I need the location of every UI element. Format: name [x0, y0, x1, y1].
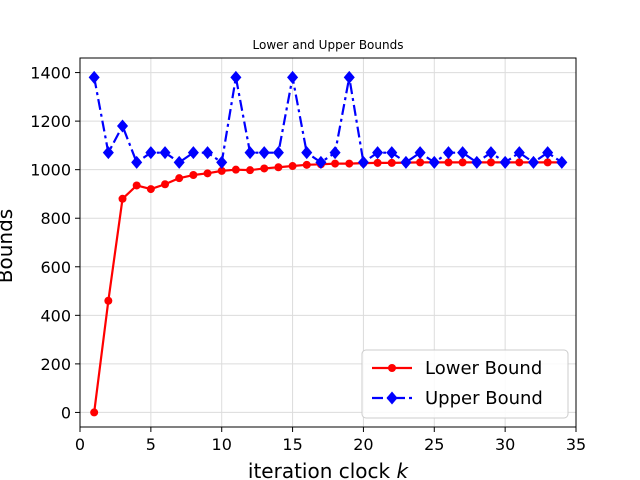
legend-label-upper-bound: Upper Bound: [425, 388, 543, 409]
legend-item-upper-bound: Upper Bound: [372, 388, 543, 409]
upper-bound-series: [88, 70, 568, 169]
upper-bound-point: [386, 146, 398, 160]
upper-bound-point: [527, 155, 540, 169]
plot-area-frame: [79, 57, 577, 428]
upper-bound-point: [556, 155, 568, 169]
lower-bound-line: [93, 161, 562, 413]
upper-bound-point: [457, 146, 469, 160]
upper-bound-point: [372, 146, 384, 160]
upper-bound-point: [513, 146, 525, 160]
y-tick-label: 0: [61, 403, 71, 422]
lower-bound-point: [203, 169, 212, 178]
upper-bound-point: [542, 146, 554, 160]
x-tick-label: 15: [282, 435, 302, 454]
lower-bound-point: [132, 181, 141, 190]
upper-bound-point: [131, 155, 143, 169]
lower-bound-point: [104, 296, 113, 305]
upper-bound-point: [230, 70, 242, 84]
y-tick-label: 600: [40, 258, 71, 277]
y-tick-label: 1200: [30, 112, 71, 131]
upper-bound-point: [116, 119, 129, 133]
upper-bound-point: [258, 146, 270, 160]
upper-bound-point: [485, 146, 497, 160]
upper-bound-line: [93, 76, 563, 164]
legend: Lower Bound Upper Bound: [361, 349, 569, 419]
x-tick-label: 5: [146, 435, 156, 454]
upper-bound-point: [428, 155, 440, 169]
lower-bound-point: [231, 165, 240, 174]
lower-bound-point: [90, 408, 99, 417]
x-tick-label: 25: [424, 435, 444, 454]
x-tick-label: 0: [75, 435, 85, 454]
y-tick-label: 200: [40, 355, 71, 374]
y-axis-ticks: 0 200 400 600 800 1000 1200 1400: [30, 64, 80, 422]
upper-bound-point: [343, 70, 355, 84]
lower-bound-point: [260, 164, 269, 173]
upper-bound-point: [357, 155, 369, 169]
lower-bound-point: [387, 158, 396, 167]
upper-bound-point: [287, 70, 299, 84]
lower-bound-point: [146, 185, 155, 194]
x-tick-label: 35: [566, 435, 586, 454]
x-axis-label-variable: k: [396, 459, 409, 480]
lower-bound-point: [175, 174, 184, 183]
lower-bound-point: [217, 166, 226, 175]
lower-bound-point: [331, 159, 340, 168]
legend-marker-lower-bound: [388, 364, 396, 372]
lower-bound-point: [118, 194, 127, 203]
x-tick-label: 10: [212, 435, 232, 454]
lower-bound-point: [515, 158, 524, 167]
legend-label-lower-bound: Lower Bound: [425, 358, 542, 379]
lower-bound-point: [274, 163, 283, 172]
series-layer: [88, 70, 568, 417]
lower-bound-point: [288, 162, 297, 171]
upper-bound-point: [414, 146, 426, 160]
lower-bound-point: [373, 158, 382, 167]
x-tick-label: 20: [353, 435, 373, 454]
upper-bound-point: [400, 155, 412, 169]
y-tick-label: 1000: [30, 161, 71, 180]
upper-bound-point: [159, 146, 171, 160]
x-tick-label: 30: [495, 435, 515, 454]
lower-bound-point: [246, 166, 255, 175]
lower-bound-point: [543, 158, 552, 167]
lower-bound-point: [302, 160, 311, 169]
lower-bound-point: [189, 171, 198, 180]
y-tick-label: 800: [40, 209, 71, 228]
x-axis-ticks: 0 5 10 15 20 25 30 35: [75, 427, 586, 454]
upper-bound-point: [202, 146, 214, 160]
upper-bound-point: [244, 146, 256, 160]
upper-bound-point: [88, 70, 100, 84]
lower-bound-series: [90, 158, 566, 417]
y-tick-label: 1400: [30, 64, 71, 83]
upper-bound-point: [272, 146, 284, 160]
upper-bound-point: [173, 155, 185, 169]
lower-bound-point: [486, 158, 495, 167]
upper-bound-point: [102, 146, 114, 160]
lower-bound-point: [458, 158, 467, 167]
y-axis-label: Bounds: [0, 209, 17, 283]
lower-bound-point: [161, 180, 170, 189]
upper-bound-point: [301, 146, 313, 160]
upper-bound-point: [315, 155, 327, 169]
upper-bound-point: [442, 146, 454, 160]
lower-bound-point: [345, 159, 354, 168]
x-axis-label: iteration clock k: [248, 459, 410, 480]
legend-marker-upper-bound: [386, 391, 398, 405]
upper-bound-point: [216, 155, 228, 169]
chart-title: Lower and Upper Bounds: [253, 38, 404, 52]
upper-bound-point: [471, 155, 483, 169]
upper-bound-point: [329, 146, 341, 160]
lower-bound-point: [416, 158, 425, 167]
upper-bound-point: [145, 146, 157, 160]
lower-bound-point: [444, 158, 453, 167]
legend-box: [361, 349, 569, 419]
upper-bound-point: [499, 155, 511, 169]
upper-bound-point: [187, 146, 199, 160]
y-tick-label: 400: [40, 306, 71, 325]
legend-item-lower-bound: Lower Bound: [372, 358, 542, 379]
